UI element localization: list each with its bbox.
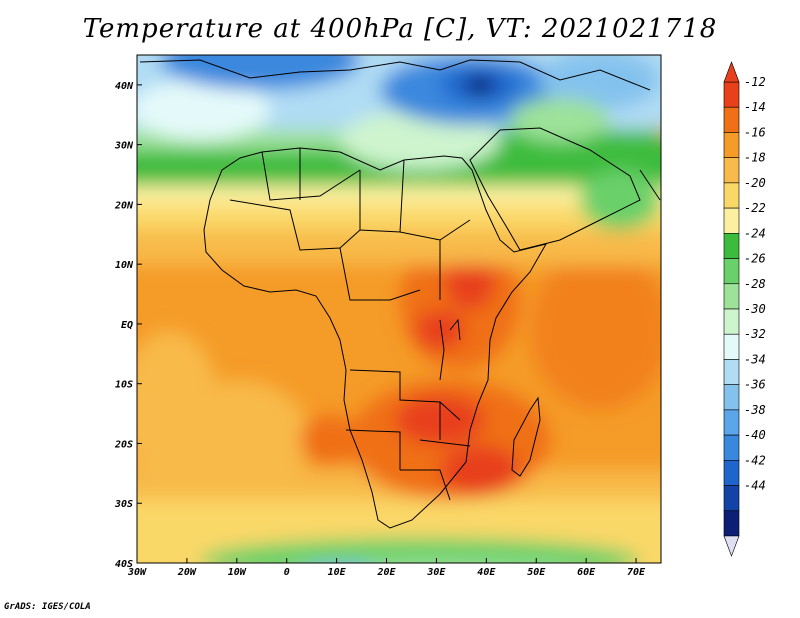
colorbar-label: -36 [744,378,766,392]
colorbar-swatch [723,207,740,234]
colorbar-swatch [723,157,740,184]
y-tick-label: 30S [114,499,133,510]
colorbar-label: -34 [744,352,766,366]
borders-south [345,369,471,501]
colorbar-swatch [723,434,740,461]
colorbar-label: -22 [744,201,766,215]
colorbar-swatch [723,460,740,486]
axis-ticks: 30W 20W 10W 0 10E 20E 30E 40E 50E 60E 70E 40N 30N 20N… [114,81,646,578]
x-tick-label: 50E [527,567,546,578]
colorbar-swatch [723,308,740,335]
colorbar-swatch [723,81,740,108]
colorbar-label: -16 [744,125,766,139]
madagascar-coastline [511,396,541,477]
colorbar-swatch [723,132,740,158]
colorbar-label: -18 [744,151,766,165]
x-tick-label: 10E [328,567,347,578]
x-tick-label: 0 [284,567,290,578]
x-tick-label: 60E [577,567,596,578]
africa-coastline [203,147,548,529]
temperature-field [137,55,661,563]
india-coastline [639,169,661,201]
colorbar-swatch [723,359,740,385]
colorbar-label: -26 [744,252,766,266]
colorbar-label: -14 [744,100,766,114]
colorbar-label: -30 [744,302,766,316]
europe-coastline [139,59,651,91]
y-tick-label: 40N [115,81,134,92]
arabia-coastline [469,127,641,251]
colorbar-swatch [723,182,740,209]
y-tick-label: 30N [114,141,134,152]
x-tick-label: 20W [177,567,197,578]
x-tick-label: 30W [127,567,147,578]
y-tick-label: EQ [121,320,133,331]
great-lakes [439,318,461,381]
coastline-overlay [139,59,661,529]
colorbar-label: -28 [744,277,766,291]
colorbar-swatch [723,485,740,512]
colorbar-label: -40 [744,428,766,442]
y-tick-label: 40S [115,559,133,570]
colorbar-label: -32 [744,327,766,341]
x-tick-label: 20E [376,567,396,578]
colorbar-label: -42 [744,453,766,467]
colorbar-swatch [723,384,740,411]
colorbar-swatch [723,258,740,285]
borders-sahara [229,148,471,301]
colorbar-label: -20 [744,176,766,190]
colorbar-swatch [723,233,740,259]
colorbar-label: -38 [744,403,766,417]
y-tick-label: 20S [114,439,133,450]
colorbar-label: -12 [744,75,766,89]
colorbar-swatch [723,283,740,310]
colorbar: -12 -14 -16 -18 -20 -22 -24 -26 -28 -30 -32 -34 -36 -… [723,61,766,557]
colorbar-bottom-arrow [723,535,740,557]
chart-title: Temperature at 400hPa [C], VT: 202102171… [82,14,718,44]
colorbar-label: -24 [744,226,766,240]
y-tick-label: 10S [115,380,133,391]
colorbar-swatch [723,333,740,360]
x-tick-label: 30E [426,567,446,578]
x-tick-label: 70E [627,567,646,578]
x-tick-label: 10W [228,567,247,578]
colorbar-swatch [723,106,740,133]
colorbar-top-arrow [723,61,740,83]
colorbar-swatch [723,409,740,436]
x-tick-label: 40E [477,567,496,578]
colorbar-swatch [723,510,740,537]
y-tick-label: 10N [115,260,134,271]
plot-frame [136,54,662,564]
footer-credit: GrADS: IGES/COLA [4,602,91,612]
y-tick-label: 20N [114,200,134,211]
colorbar-label: -44 [744,479,766,493]
